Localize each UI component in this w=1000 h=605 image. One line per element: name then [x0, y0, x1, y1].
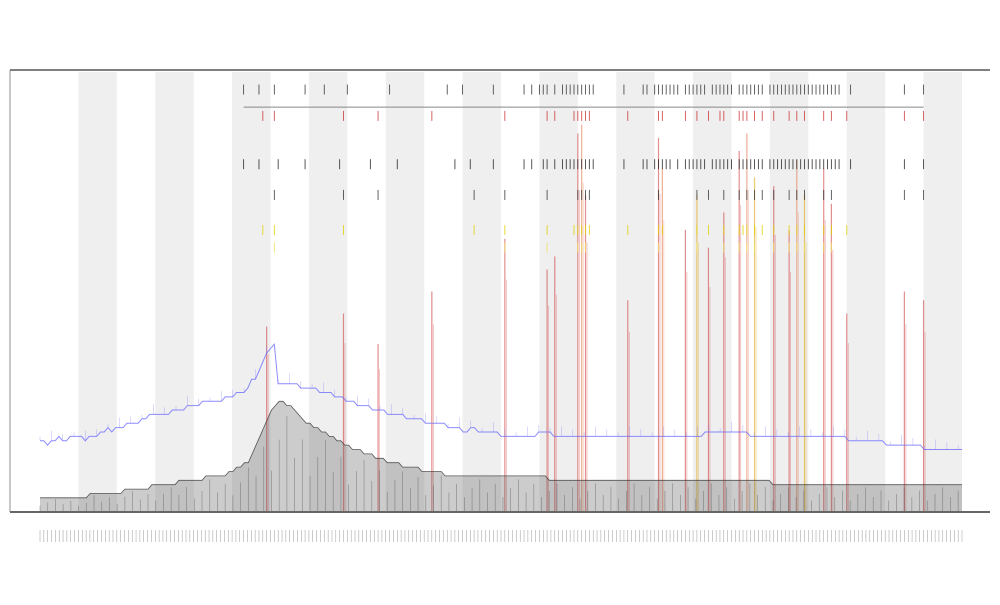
shaded-band: [232, 72, 271, 511]
shaded-band: [462, 72, 501, 511]
spike-marks: [266, 124, 926, 511]
track-layer: [243, 84, 925, 253]
series-layer: [39, 342, 962, 511]
track-6: [273, 242, 832, 253]
shaded-bands: [78, 72, 962, 511]
shaded-band: [923, 72, 962, 511]
series-area-edge-2: [40, 400, 962, 499]
shaded-band: [78, 72, 117, 511]
track-1: [243, 84, 925, 95]
shaded-band: [616, 72, 655, 511]
track-3: [243, 159, 925, 170]
track-5: [262, 225, 848, 236]
shaded-band: [308, 72, 348, 511]
shaded-band: [385, 72, 425, 511]
track-2: [262, 110, 925, 121]
shaded-band: [693, 72, 732, 511]
shaded-band: [539, 72, 578, 511]
x-tick-row: [39, 530, 963, 542]
track-4: [273, 189, 925, 200]
shaded-band: [846, 72, 886, 511]
series-line-1: [40, 342, 962, 450]
shaded-band: [155, 72, 194, 511]
series-area-2: [40, 401, 962, 511]
